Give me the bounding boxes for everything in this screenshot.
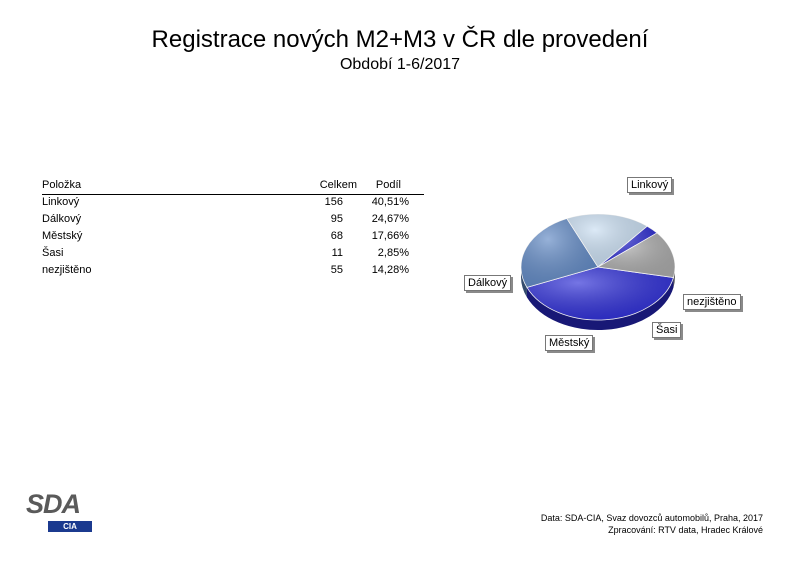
table-row: Městský 68 17,66% (42, 229, 424, 246)
row-total: 156 (324, 196, 343, 208)
row-total: 68 (330, 230, 343, 242)
slice-label-dalkovy: Dálkový (464, 275, 512, 291)
pie-side-0 (526, 277, 674, 330)
pie-slice-shade-2 (566, 214, 648, 267)
row-item: Dálkový (42, 213, 82, 225)
sda-cia-logo: SDA CIA (26, 489, 92, 533)
header-item: Položka (42, 179, 82, 191)
row-item: Linkový (42, 196, 80, 208)
row-total: 11 (331, 247, 343, 259)
table-row: Dálkový 95 24,67% (42, 212, 424, 229)
chart-subtitle: Období 1-6/2017 (339, 56, 461, 73)
slice-label-nezjisteno: nezjištěno (683, 294, 741, 310)
slice-label-linkovy: Linkový (627, 177, 673, 193)
pie-side-4 (673, 267, 675, 288)
row-share: 14,28% (371, 264, 409, 276)
table-row: Šasi 11 2,85% (42, 246, 424, 263)
pie-slice-shade-0 (526, 267, 674, 320)
pie-chart (520, 213, 676, 330)
pie-slice-shade-4 (598, 232, 675, 278)
row-item: Městský (42, 230, 83, 242)
row-share: 17,66% (371, 230, 409, 242)
row-share: 2,85% (377, 247, 409, 259)
row-total: 95 (330, 213, 343, 225)
credits-processing: Zpracování: RTV data, Hradec Králové (608, 525, 763, 535)
source-credits: Data: SDA-CIA, Svaz dovozců automobilů, … (541, 512, 763, 536)
row-item: Šasi (42, 247, 64, 259)
logo-main-text: SDA (26, 489, 81, 519)
slice-label-sasi: Šasi (652, 322, 682, 338)
chart-title: Registrace nových M2+M3 v ČR dle provede… (151, 26, 649, 53)
header-share: Podíl (375, 179, 401, 191)
table-row: Linkový 156 40,51% (42, 195, 424, 212)
credits-data-source: Data: SDA-CIA, Svaz dovozců automobilů, … (540, 513, 763, 523)
logo-sub-text: CIA (48, 521, 92, 532)
table-row: nezjištěno 55 14,28% (42, 263, 424, 280)
pie-slice-shade-3 (598, 226, 658, 267)
table-header-row: Položka Celkem Podíl (42, 178, 424, 195)
header-total: Celkem (319, 179, 357, 191)
row-item: nezjištěno (42, 264, 92, 276)
pie-slice-shade-1 (521, 218, 598, 288)
row-share: 40,51% (371, 196, 409, 208)
data-table: Položka Celkem Podíl Linkový 156 40,51% … (42, 178, 424, 280)
row-total: 55 (330, 264, 343, 276)
slice-label-mestsky: Městský (545, 335, 594, 351)
row-share: 24,67% (371, 213, 409, 225)
